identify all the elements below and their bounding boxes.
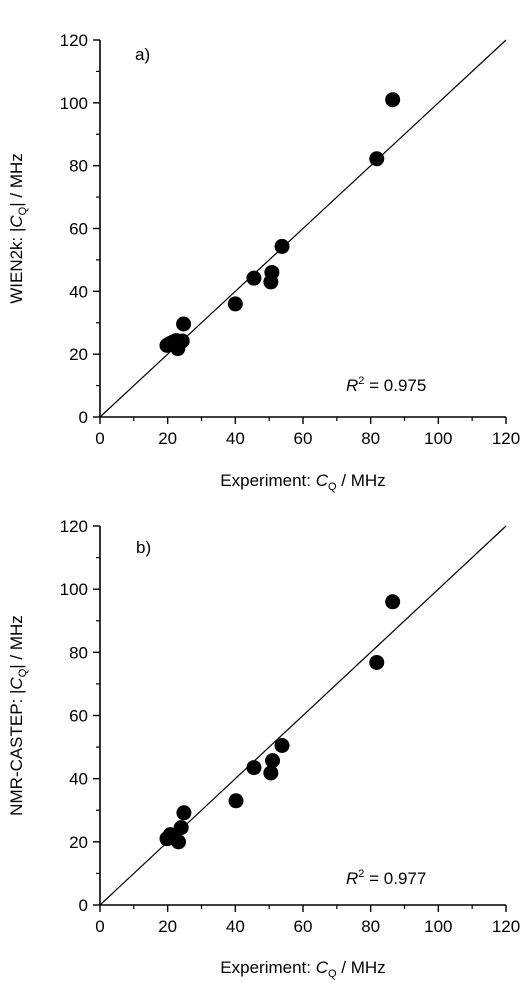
r-squared-label: R2 = 0.977 [346, 868, 426, 888]
x-tick-label: 40 [226, 917, 245, 936]
data-point [246, 760, 262, 776]
data-point [176, 316, 192, 332]
data-point [274, 738, 290, 754]
data-point [176, 805, 192, 821]
y-tick-label: 0 [79, 896, 88, 915]
y-tick-label: 60 [69, 220, 88, 239]
data-point [170, 834, 186, 850]
y-tick-label: 100 [60, 580, 88, 599]
y-tick-label: 40 [69, 770, 88, 789]
y-tick-label: 100 [60, 94, 88, 113]
data-point [173, 820, 189, 836]
y-tick-label: 120 [60, 31, 88, 50]
data-point [246, 270, 262, 286]
x-tick-label: 0 [95, 917, 104, 936]
data-point [264, 264, 280, 280]
panel-b: 0 20 40 60 80 100 120 0 20 40 60 80 100 120 b) R2 = 0.9… [7, 517, 520, 980]
y-tick-label: 40 [69, 282, 88, 301]
x-tick-label: 60 [294, 917, 313, 936]
x-tick-label: 80 [361, 917, 380, 936]
x-axis-title: Experiment: CQ / MHz [220, 958, 385, 980]
data-point [385, 594, 401, 610]
x-tick-label: 60 [294, 429, 313, 448]
x-tick-label: 100 [424, 429, 452, 448]
x-tick-label: 120 [492, 429, 520, 448]
data-point [263, 765, 279, 781]
data-point [228, 793, 244, 809]
y-tick-label: 20 [69, 833, 88, 852]
data-point [174, 333, 190, 349]
data-point [274, 238, 290, 254]
r-squared-label: R2 = 0.975 [346, 375, 426, 395]
data-point [227, 296, 243, 312]
y-tick-label: 0 [79, 408, 88, 427]
y-tick-label: 80 [69, 157, 88, 176]
y-tick-label: 80 [69, 643, 88, 662]
x-tick-label: 100 [424, 917, 452, 936]
y-tick-label: 120 [60, 517, 88, 536]
y-tick-label: 20 [69, 345, 88, 364]
x-tick-label: 120 [492, 917, 520, 936]
x-tick-label: 0 [95, 429, 104, 448]
x-axis-title: Experiment: CQ / MHz [220, 471, 385, 493]
data-point [369, 654, 385, 670]
panel-label: b) [136, 538, 151, 557]
y-tick-label: 60 [69, 707, 88, 726]
x-tick-label: 20 [158, 429, 177, 448]
data-point [369, 151, 385, 167]
y-axis-title: WIEN2k: |CQ| / MHz [7, 153, 29, 304]
x-tick-label: 20 [158, 917, 177, 936]
reference-line [99, 39, 507, 418]
panel-label: a) [135, 45, 150, 64]
x-tick-label: 80 [361, 429, 380, 448]
panel-a: 0 20 40 60 80 100 120 0 20 40 60 80 100 120 a) R2 = 0.9… [7, 31, 520, 493]
reference-line [99, 525, 507, 906]
data-point [265, 753, 281, 769]
data-point [385, 92, 401, 108]
y-axis-title: NMR-CASTEP: |CQ| / MHz [7, 615, 29, 816]
x-tick-label: 40 [226, 429, 245, 448]
